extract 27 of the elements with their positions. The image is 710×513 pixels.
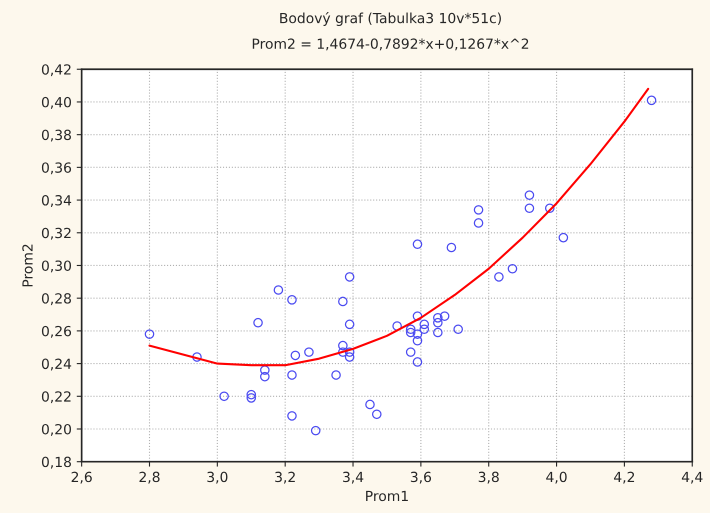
y-tick-label: 0,18 xyxy=(42,456,71,469)
y-tick-label: 0,42 xyxy=(42,64,71,76)
x-tick-label: 3,4 xyxy=(343,472,364,484)
x-tick-label: 2,8 xyxy=(139,472,160,484)
x-tick-label: 3,6 xyxy=(410,472,432,484)
chart-title: Bodový graf (Tabulka3 10v*51c) xyxy=(280,12,501,26)
y-tick-label: 0,32 xyxy=(42,228,71,240)
y-tick-label: 0,36 xyxy=(42,162,72,174)
x-axis-title: Prom1 xyxy=(366,490,408,502)
y-tick-label: 0,28 xyxy=(42,293,71,306)
y-axis-title: Prom2 xyxy=(22,244,33,286)
y-tick-label: 0,38 xyxy=(42,130,71,142)
y-tick-label: 0,22 xyxy=(42,391,71,404)
y-tick-label: 0,24 xyxy=(42,358,72,370)
x-tick-label: 3,2 xyxy=(275,472,295,484)
chart-subtitle: Prom2 = 1,4674-0,7892*x+0,1267*x^2 xyxy=(252,38,528,50)
y-tick-label: 0,40 xyxy=(42,96,72,109)
x-tick-label: 4,2 xyxy=(614,472,634,484)
y-tick-label: 0,26 xyxy=(42,326,72,338)
x-tick-label: 2,6 xyxy=(72,472,92,484)
x-tick-label: 3,0 xyxy=(207,472,228,484)
x-tick-label: 4,4 xyxy=(682,472,703,484)
y-tick-label: 0,34 xyxy=(42,195,72,207)
x-tick-label: 4,0 xyxy=(546,472,567,484)
y-tick-label: 0,20 xyxy=(42,424,72,436)
y-tick-label: 0,30 xyxy=(42,260,72,272)
x-tick-label: 3,8 xyxy=(478,472,499,484)
